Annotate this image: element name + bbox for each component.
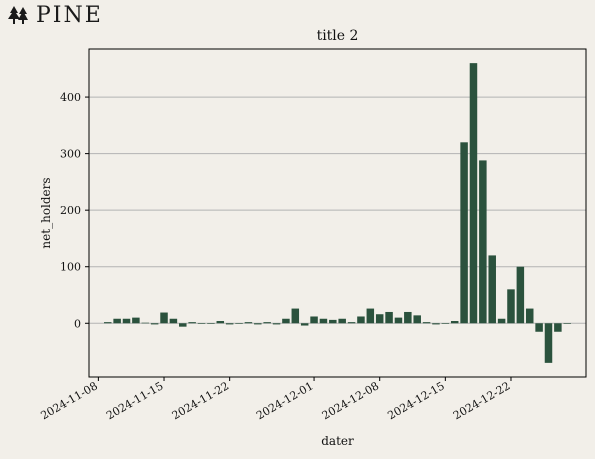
bar	[394, 317, 403, 324]
bar	[413, 315, 421, 324]
bar	[272, 323, 281, 325]
plot-frame	[88, 48, 587, 378]
bar	[132, 317, 140, 324]
bar	[385, 311, 393, 324]
y-tick-label: 100	[60, 261, 81, 274]
bar	[300, 323, 309, 326]
bar	[329, 319, 337, 324]
bar	[366, 308, 375, 324]
bar	[404, 311, 412, 324]
bar	[104, 322, 112, 324]
chart-title: title 2	[317, 28, 359, 44]
bar	[554, 323, 562, 332]
bar	[469, 63, 478, 324]
bar	[310, 316, 318, 324]
bars	[104, 63, 571, 363]
x-tick-label: 2024-12-15	[385, 379, 446, 422]
bar	[507, 289, 515, 324]
bar	[254, 323, 262, 325]
bar	[141, 322, 150, 324]
bar	[338, 318, 346, 324]
bar	[244, 322, 253, 324]
bar	[516, 266, 525, 324]
bar	[207, 323, 215, 324]
y-tick-label: 400	[60, 91, 81, 104]
bar	[282, 318, 290, 324]
y-tick-label: 200	[60, 204, 81, 217]
x-tick-label: 2024-12-22	[451, 379, 512, 422]
bar	[216, 321, 225, 324]
bar	[422, 322, 431, 324]
bar	[497, 318, 506, 324]
bar	[150, 323, 159, 325]
y-axis-label: net_holders	[39, 177, 53, 248]
bar	[179, 323, 187, 327]
bar	[525, 308, 534, 324]
bar	[263, 322, 271, 324]
bar	[357, 316, 365, 324]
bar	[169, 318, 178, 324]
bar	[188, 322, 196, 324]
brand-logo: PINE	[8, 2, 103, 28]
bar	[319, 318, 328, 324]
brand-name: PINE	[36, 2, 103, 28]
y-ticks: 0 100 200 300 400	[60, 91, 89, 330]
x-tick-label: 2024-11-15	[104, 379, 165, 422]
x-tick-label: 2024-12-01	[254, 379, 315, 422]
bar	[375, 314, 384, 324]
bar	[235, 323, 243, 324]
bar	[291, 308, 300, 324]
bar	[225, 323, 234, 325]
x-tick-label: 2024-12-08	[320, 379, 381, 422]
bar	[432, 323, 440, 325]
bar	[113, 318, 121, 324]
bar	[197, 323, 206, 324]
bar	[544, 323, 553, 363]
bar	[563, 323, 571, 324]
bar	[122, 318, 131, 324]
x-tick-label: 2024-11-08	[38, 379, 99, 422]
x-ticks: 2024-11-08 2024-11-15 2024-11-22 2024-12-01…	[38, 377, 512, 422]
y-tick-label: 300	[60, 148, 81, 161]
x-tick-label: 2024-11-22	[170, 379, 231, 422]
bar	[441, 323, 450, 324]
bar	[347, 322, 356, 324]
bar	[488, 255, 496, 324]
y-tick-label: 0	[74, 317, 81, 330]
pine-tree-icon	[8, 6, 28, 24]
bar	[479, 160, 487, 324]
bar	[160, 312, 168, 324]
bar	[460, 142, 468, 324]
bar	[535, 323, 543, 332]
bar	[450, 321, 459, 324]
x-axis-label: dater	[321, 434, 354, 448]
